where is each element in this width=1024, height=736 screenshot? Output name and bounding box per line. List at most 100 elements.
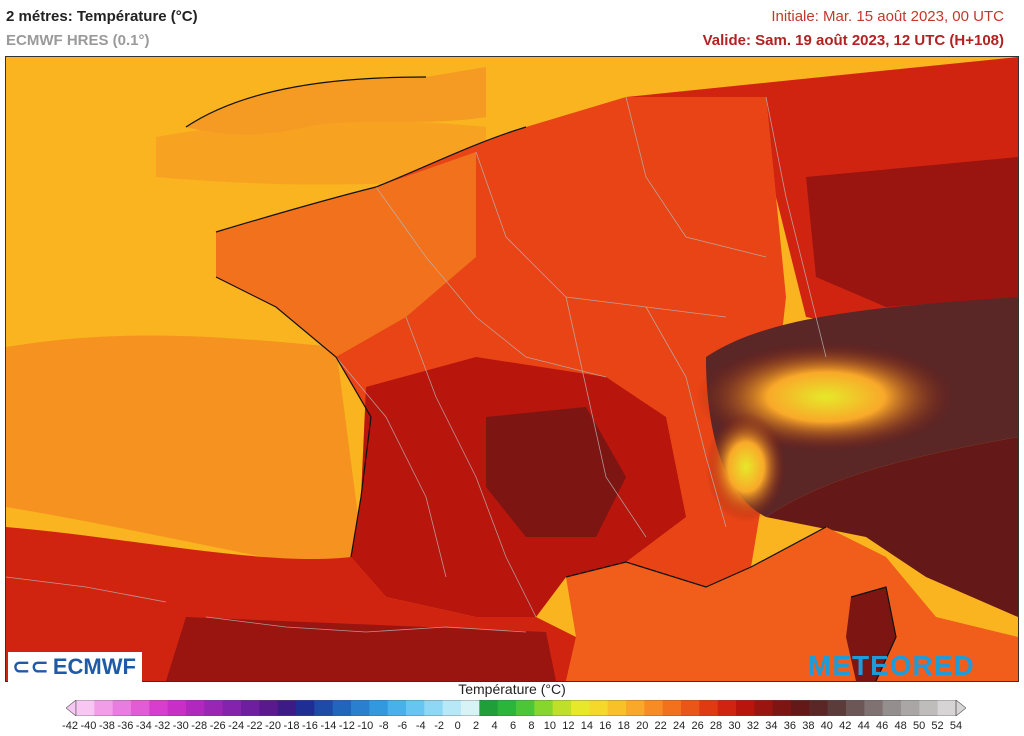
- coastlines: [185, 76, 897, 681]
- legend-swatch: [754, 700, 774, 716]
- legend-tick-label: 2: [473, 720, 480, 732]
- legend-swatch: [241, 700, 260, 716]
- legend-swatch: [442, 700, 462, 716]
- legend-tick-label: 18: [617, 720, 630, 732]
- legend-swatch: [186, 700, 205, 716]
- legend-swatch: [901, 700, 920, 716]
- pyrenees: [166, 617, 556, 681]
- corsica: [846, 587, 896, 681]
- legend-tick-label: 38: [802, 720, 815, 732]
- legend-tick-label: -38: [98, 720, 115, 732]
- legend-swatch: [387, 700, 407, 716]
- legend-tick-label: -6: [397, 720, 408, 732]
- legend-swatch: [149, 700, 169, 716]
- legend-swatch: [76, 700, 95, 716]
- legend-swatch: [461, 700, 480, 716]
- italy-land: [766, 437, 1018, 617]
- legend-swatch: [791, 700, 810, 716]
- legend-tick-label: -28: [191, 720, 208, 732]
- map-canvas: [6, 57, 1018, 681]
- legend-swatch: [846, 700, 865, 716]
- legend-swatch: [516, 700, 535, 716]
- legend-frame: [75, 700, 957, 716]
- legend-swatch: [296, 700, 315, 716]
- legend-swatch: [222, 700, 242, 716]
- temperature-map[interactable]: [5, 56, 1019, 682]
- legend-swatch: [662, 700, 682, 716]
- ecmwf-mark-icon: ⊂⊂: [12, 654, 49, 679]
- legend-swatch: [681, 700, 700, 716]
- legend-swatch: [497, 700, 517, 716]
- legend-tick-label: 50: [912, 720, 926, 732]
- legend-tick-label: 54: [949, 720, 963, 732]
- brittany-zone: [216, 152, 476, 357]
- legend-swatch: [332, 700, 352, 716]
- mediterranean-sea: [566, 527, 1018, 681]
- valid-time: Valide: Sam. 19 août 2023, 12 UTC (H+108…: [702, 32, 1004, 49]
- legend-tick-label: 48: [894, 720, 907, 732]
- legend-colorbar: [66, 700, 966, 716]
- legend-swatch: [607, 700, 627, 716]
- legend-swatch: [131, 700, 150, 716]
- legend-tick-label: -2: [434, 720, 445, 732]
- legend-swatch: [864, 700, 884, 716]
- biscay-sea: [6, 335, 366, 577]
- legend-swatch: [644, 700, 664, 716]
- legend-swatch: [406, 700, 425, 716]
- legend-swatch: [717, 700, 737, 716]
- legend-swatch: [479, 700, 499, 716]
- legend-tick-label: -20: [265, 720, 281, 732]
- legend-tick-label: -8: [378, 720, 389, 732]
- ecmwf-logo-text: ECMWF: [52, 654, 136, 679]
- legend-tick-label: -34: [135, 720, 152, 732]
- legend-tick-label: 28: [709, 720, 723, 732]
- legend-swatch: [919, 700, 939, 716]
- admin-borders: [6, 96, 827, 633]
- legend-tick-label: 46: [876, 720, 889, 732]
- legend-tick-label: 36: [783, 720, 796, 732]
- legend-tick-label: 52: [931, 720, 944, 732]
- legend-swatch: [626, 700, 645, 716]
- legend-tick-label: 44: [857, 720, 870, 732]
- legend-tick-label: -12: [338, 720, 355, 732]
- legend-swatch: [827, 700, 847, 716]
- legend-tick-label: 14: [580, 720, 593, 732]
- legend-tick-label: -36: [117, 720, 134, 732]
- legend-tick-label: 32: [746, 720, 760, 732]
- legend-tick-label: -4: [415, 720, 426, 732]
- legend-arrow-low: [66, 700, 77, 716]
- legend-swatch: [937, 700, 957, 716]
- legend-tick-label: -24: [228, 720, 245, 732]
- legend-tick-label: -22: [246, 720, 263, 732]
- legend-tick-label: 24: [673, 720, 686, 732]
- legend-tick-label: -30: [172, 720, 189, 732]
- legend-tick-label: 16: [599, 720, 612, 732]
- legend-tick-label: -18: [283, 720, 300, 732]
- legend-tick-label: 10: [543, 720, 557, 732]
- legend-tick-label: 6: [509, 720, 517, 732]
- legend-tick-label: 40: [820, 720, 833, 732]
- legend-swatch: [534, 700, 554, 716]
- map-title: 2 métres: Température (°C): [6, 8, 198, 25]
- meteored-logo: METEORED: [808, 650, 975, 681]
- central-europe: [806, 157, 1018, 307]
- legend-swatch: [369, 700, 389, 716]
- legend-tick-label: 34: [765, 720, 778, 732]
- legend-swatch: [259, 700, 279, 716]
- legend-swatch: [351, 700, 370, 716]
- legend-title: Température (°C): [458, 681, 566, 697]
- legend-swatch: [94, 700, 114, 716]
- legend-ticks: -42 -40 -38 -36 -34 -32 -30 -28 -26 -24 -22 -20 -18-…: [62, 720, 962, 734]
- legend-tick-label: -14: [320, 720, 337, 732]
- legend-swatch: [589, 700, 609, 716]
- legend-tick-label: -16: [302, 720, 318, 732]
- legend-swatch: [699, 700, 719, 716]
- legend-swatch: [167, 700, 187, 716]
- legend-swatch: [882, 700, 902, 716]
- massif-central: [486, 407, 626, 537]
- legend-tick-label: -40: [80, 720, 97, 732]
- legend-swatch: [112, 700, 132, 716]
- legend-swatch: [571, 700, 590, 716]
- legend-swatch: [277, 700, 297, 716]
- legend-tick-label: 26: [691, 720, 704, 732]
